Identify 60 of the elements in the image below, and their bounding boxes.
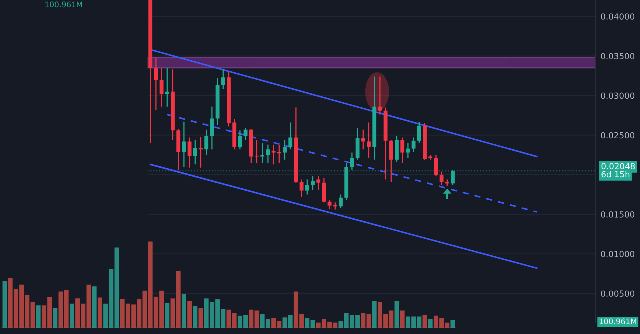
candlestick (350, 152, 354, 171)
bar (188, 301, 192, 328)
bar (428, 319, 433, 328)
y-tick-label: 0.00500 (601, 290, 635, 297)
candlestick (440, 171, 444, 186)
candlestick (182, 121, 186, 168)
y-tick-label: 0.03500 (601, 53, 635, 60)
y-tick-label: 0.03000 (601, 92, 635, 100)
y-tick-label: 0.01500 (601, 212, 635, 218)
bar (165, 302, 170, 328)
candlestick (395, 136, 399, 163)
text: 6d 15h (602, 171, 630, 178)
candlestick (367, 122, 371, 159)
candlestick (389, 140, 394, 183)
candlestick (378, 76, 382, 116)
bar (92, 286, 97, 328)
candlestick (451, 170, 455, 186)
candlestick (300, 179, 304, 198)
candlestick (316, 176, 321, 191)
y-tick-label: 0.01000 (601, 251, 635, 258)
bar (182, 294, 186, 328)
bar (70, 304, 74, 328)
candlestick (176, 128, 181, 171)
candlestick (160, 68, 164, 108)
bar (53, 308, 58, 328)
candlestick (266, 144, 270, 164)
y-tick-label: 0.02500 (601, 132, 635, 139)
candlestick (210, 106, 214, 150)
candlestick (412, 137, 416, 153)
candlestick (244, 128, 248, 141)
bar (36, 306, 41, 328)
bar (198, 308, 204, 328)
candlestick (221, 69, 226, 90)
candlestick (305, 179, 310, 196)
candlestick (339, 194, 343, 209)
candlestick (199, 136, 203, 168)
candlestick (361, 129, 366, 150)
candlestick (188, 137, 192, 168)
bar (422, 315, 428, 328)
candlestick (417, 121, 422, 144)
candlestick (322, 178, 326, 204)
candlestick (288, 122, 293, 150)
candlestick (154, 57, 158, 111)
candlestick (260, 142, 265, 164)
candlestick (204, 129, 209, 156)
y-tick-label: 0.04000 (601, 14, 635, 20)
candlestick (356, 128, 360, 160)
candlestick (400, 137, 405, 164)
bar (193, 306, 198, 328)
candlestick (238, 130, 242, 150)
candlestick (193, 140, 198, 166)
candlestick (311, 176, 315, 191)
bar (450, 320, 456, 328)
bar (372, 301, 377, 328)
candlestick (283, 140, 287, 160)
bar (98, 298, 102, 328)
candlestick (434, 154, 438, 178)
candlestick (406, 142, 410, 159)
bar (400, 310, 405, 328)
ref-line-label: 0.02048 (602, 163, 636, 170)
